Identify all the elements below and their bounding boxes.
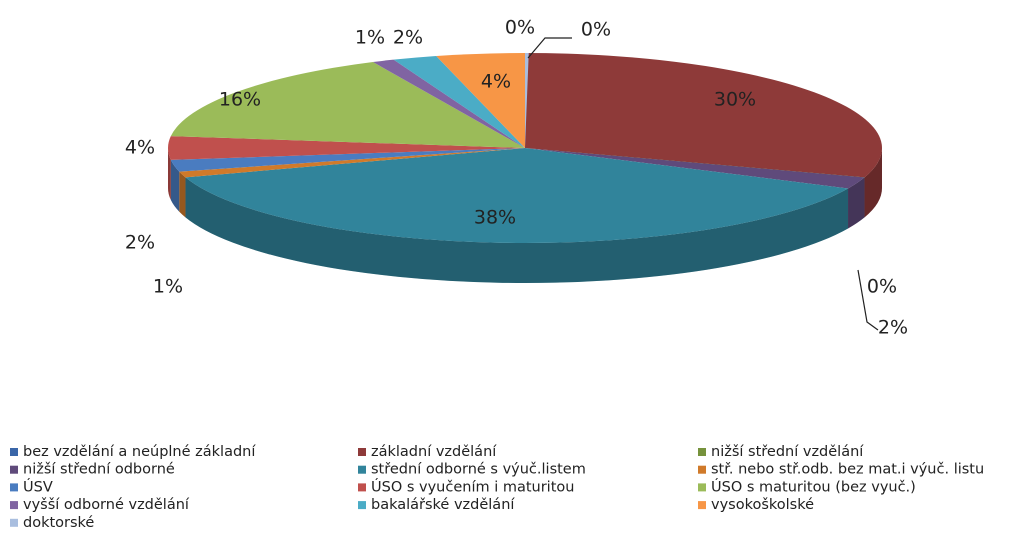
legend-swatch <box>698 448 706 456</box>
slice <box>179 148 525 178</box>
slice <box>525 148 865 189</box>
legend-label: ÚSO s maturitou (bez vyuč.) <box>711 477 916 495</box>
slice <box>185 148 849 244</box>
slice-side-shade <box>179 171 186 218</box>
legend-label: základní vzdělání <box>371 444 497 460</box>
slice <box>436 53 525 148</box>
slice-side-shade <box>185 177 849 283</box>
value-label: 38% <box>474 207 516 229</box>
legend-label: ÚSO s vyučením i maturitou <box>371 477 574 495</box>
value-label: 0% <box>581 19 611 41</box>
slice-side-shade <box>864 148 882 218</box>
slice-side <box>168 148 171 200</box>
slice-side <box>864 148 882 218</box>
legend-swatch <box>10 483 18 492</box>
slice-side-shade <box>168 148 171 200</box>
leader-line <box>857 269 879 331</box>
value-label: 0% <box>867 276 897 298</box>
slice-side-shade <box>170 159 180 212</box>
value-label: 2% <box>393 27 423 49</box>
legend-swatch <box>358 501 366 510</box>
slice-side <box>179 171 186 218</box>
legend-label: vyšší odborné vzdělání <box>23 497 190 513</box>
slice <box>393 55 525 148</box>
legend-swatch <box>10 518 18 527</box>
slice <box>167 136 525 160</box>
slice <box>170 148 525 172</box>
value-label: 1% <box>355 27 385 49</box>
legend-swatch <box>10 465 18 474</box>
legend-label: ÚSV <box>23 477 53 495</box>
value-label: 4% <box>125 137 155 159</box>
legend-swatch <box>358 448 366 456</box>
legend-swatch <box>698 483 706 492</box>
slice-side <box>185 177 849 283</box>
value-label: 2% <box>125 232 155 254</box>
legend-label: nižší střední vzdělání <box>711 444 864 460</box>
slice-side <box>170 159 180 212</box>
legend-swatch <box>10 501 18 510</box>
legend-label: střední odborné s výuč.listem <box>371 462 586 478</box>
slice <box>372 59 525 148</box>
legend-label: bakalářské vzdělání <box>371 497 515 513</box>
value-label: 16% <box>219 89 261 111</box>
slice-side <box>848 177 865 229</box>
value-label: 0% <box>505 17 535 39</box>
slice <box>525 53 529 148</box>
legend-swatch <box>698 465 706 474</box>
slice <box>170 62 525 149</box>
slice-side-shade <box>848 177 865 229</box>
legend-swatch <box>698 501 706 510</box>
value-label: 1% <box>153 276 183 298</box>
slice <box>525 53 882 178</box>
leader-line <box>527 37 572 59</box>
legend-label: stř. nebo stř.odb. bez mat.i výuč. listu <box>711 462 984 478</box>
legend-swatch <box>358 465 366 474</box>
legend-swatch <box>358 483 366 492</box>
legend-label: doktorské <box>23 515 94 531</box>
legend-label: nižší střední odborné <box>23 462 175 478</box>
value-label: 2% <box>878 317 908 339</box>
value-label: 4% <box>481 71 511 93</box>
legend-label: bez vzdělání a neúplné základní <box>23 444 256 460</box>
value-label: 30% <box>714 89 756 111</box>
legend-label: vysokoškolské <box>711 497 814 513</box>
legend-swatch <box>10 448 18 456</box>
